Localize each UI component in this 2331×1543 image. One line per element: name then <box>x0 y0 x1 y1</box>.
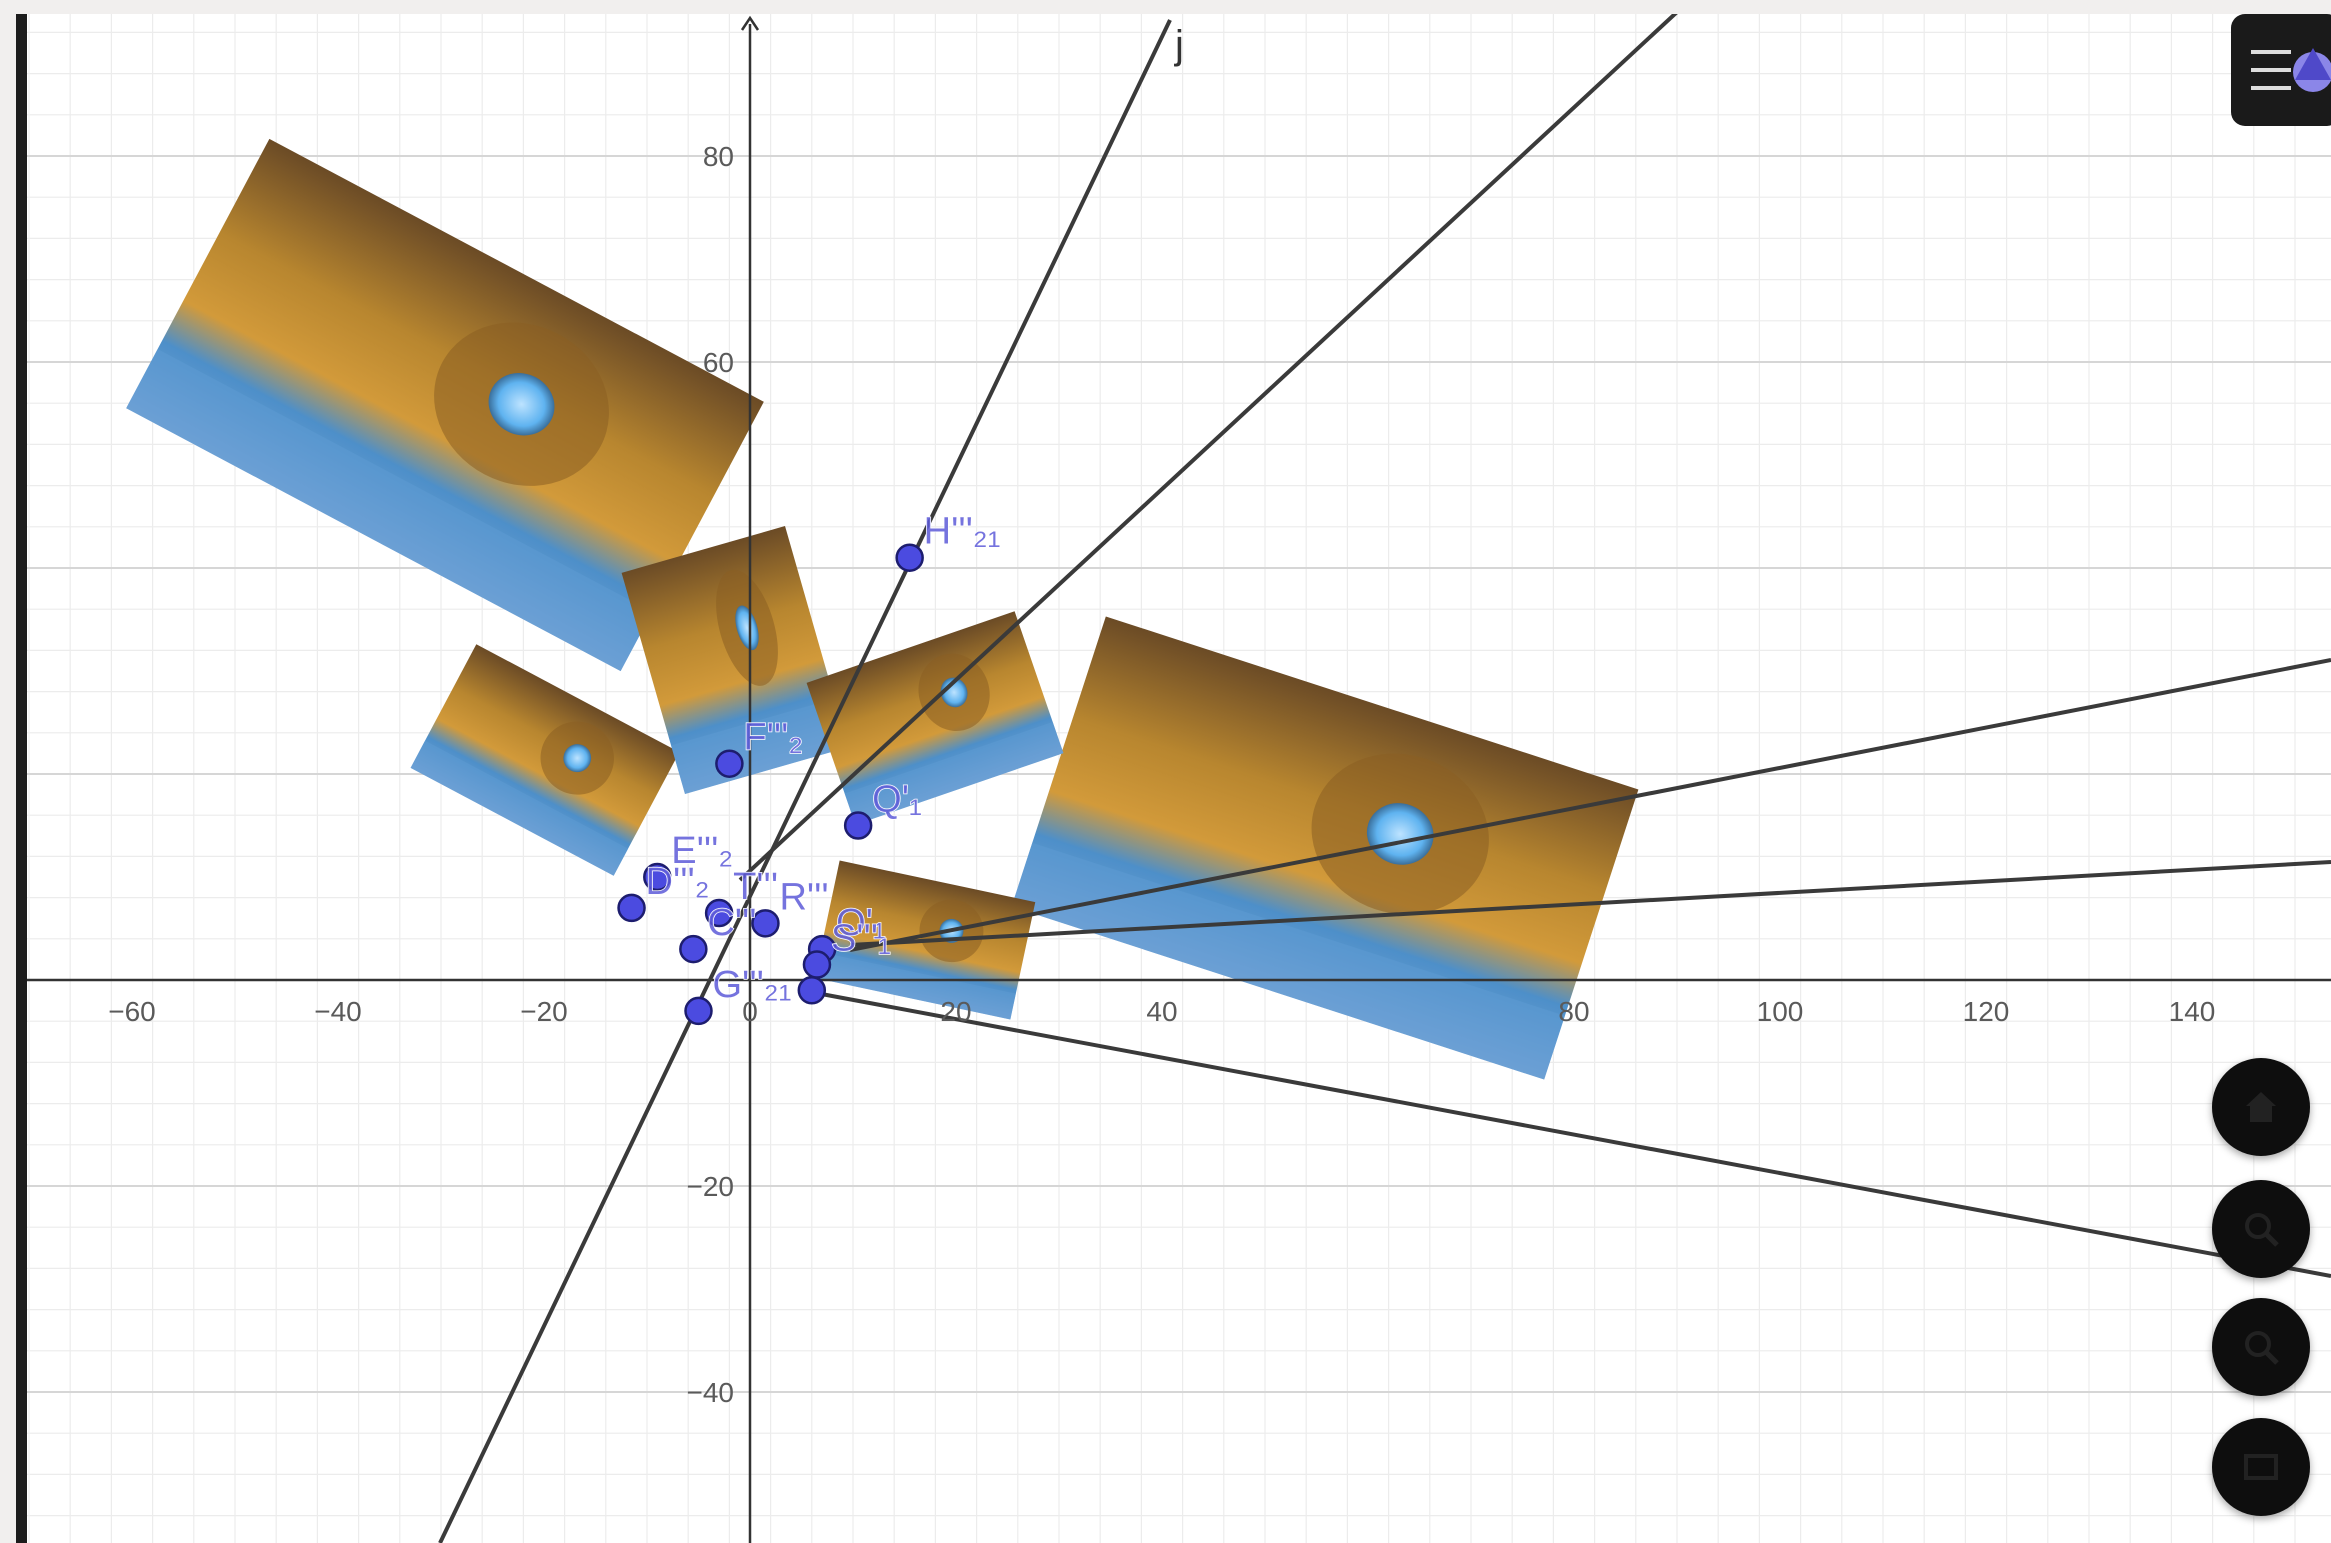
lines-group: j <box>438 14 2331 1543</box>
point-label: C''' <box>707 902 756 944</box>
point-label: H'''₂₁ <box>924 511 1001 553</box>
point-label: T''' <box>733 866 778 908</box>
x-tick-label: 40 <box>1146 996 1177 1027</box>
point-label: R''' <box>779 876 828 918</box>
zoom-out-icon <box>2245 1331 2279 1365</box>
point-T'''[interactable]: T''' <box>704 865 779 928</box>
point-label: G'''₂₁ <box>713 964 792 1006</box>
axes <box>18 15 2331 1543</box>
line-label-j: j <box>1174 23 1184 67</box>
point-E'''2[interactable]: E'''₂ <box>643 829 734 892</box>
point-D'''2[interactable]: D'''₂ <box>617 860 710 923</box>
zoom-out-button[interactable] <box>2212 1298 2310 1396</box>
y-tick-label: −20 <box>687 1171 735 1202</box>
home-icon <box>2246 1092 2276 1122</box>
points-group: H'''₂₁ F'''₂ Q'₁ E'''₂D'''₂ T''' R'''O'₁ C''' S… <box>617 510 1001 1026</box>
point-marker[interactable] <box>704 898 734 928</box>
point-H'''21[interactable]: H'''₂₁ <box>895 510 1001 572</box>
line-line-right-upper[interactable] <box>849 658 2331 952</box>
point-label: E'''₂ <box>671 830 733 872</box>
point-marker[interactable] <box>751 909 780 938</box>
y-axis-arrow <box>740 15 760 31</box>
coordinate-plane[interactable]: j −60 −40 −20 0 20 40 80 100 120 140 80 60 −20 −40 H'… <box>18 14 2331 1543</box>
x-tick-label: 80 <box>1558 996 1589 1027</box>
point-marker[interactable] <box>797 976 827 1005</box>
x-tick-label: 120 <box>1963 996 2010 1027</box>
x-tick-label: 100 <box>1757 996 1804 1027</box>
line-j[interactable] <box>438 19 1172 1543</box>
point-marker[interactable] <box>684 996 713 1026</box>
x-tick-label: −40 <box>314 996 362 1027</box>
point-C'''[interactable]: C''' <box>679 901 757 964</box>
photo-water <box>844 721 1064 825</box>
point-G'''21[interactable]: G'''₂₁ <box>684 963 792 1026</box>
point-O'1[interactable]: O'₁ <box>807 901 886 964</box>
photo-sky-hole <box>488 373 555 436</box>
x-tick-label: 140 <box>2169 996 2216 1027</box>
graphics-view[interactable]: j −60 −40 −20 0 20 40 80 100 120 140 80 60 −20 −40 H'… <box>18 14 2331 1543</box>
cave-photo <box>806 611 1064 825</box>
fullscreen-icon <box>2244 1454 2278 1480</box>
point-label: F'''₂ <box>743 717 803 759</box>
cave-photo <box>1011 616 1639 1080</box>
point-label: Q'₁ <box>872 779 922 821</box>
line-line-steep-2[interactable] <box>738 14 1690 882</box>
y-tick-label: 60 <box>703 347 734 378</box>
photo-sky-hole <box>735 605 759 651</box>
photo-water <box>126 348 653 672</box>
zoom-in-button[interactable] <box>2212 1180 2310 1278</box>
photo-sky-hole <box>563 744 592 773</box>
fullscreen-button[interactable] <box>2212 1418 2310 1516</box>
point-F'''2[interactable]: F'''₂ <box>715 716 804 778</box>
photo-water <box>671 698 849 794</box>
x-tick-label: 0 <box>742 996 758 1027</box>
point-label: O'₁ <box>836 902 886 944</box>
cave-photo <box>410 644 680 876</box>
photo-water <box>1011 842 1565 1080</box>
photo-sky-hole <box>940 677 968 708</box>
y-tick-label: 80 <box>703 141 734 172</box>
image-group <box>126 138 1639 1080</box>
point-marker[interactable] <box>843 811 873 840</box>
photo-water <box>410 740 629 876</box>
line-line-right-middle[interactable] <box>849 860 2331 947</box>
point-label: D'''₂ <box>646 861 710 903</box>
point-origin-point[interactable] <box>797 976 827 1005</box>
photo-water <box>814 952 1016 1020</box>
cave-photo <box>126 138 764 672</box>
cave-photo <box>621 526 849 794</box>
point-Q'1[interactable]: Q'₁ <box>843 778 923 840</box>
photo-sky-hole <box>1366 803 1434 865</box>
point-marker[interactable] <box>617 893 646 923</box>
x-tick-label: −20 <box>520 996 568 1027</box>
style-bar-toggle-icon <box>2251 48 2331 92</box>
home-button[interactable] <box>2212 1058 2310 1156</box>
point-marker[interactable] <box>802 950 832 979</box>
point-R'''[interactable]: R''' <box>751 876 829 938</box>
point-label: S'''₁ <box>831 918 891 960</box>
x-tick-label: −60 <box>108 996 156 1027</box>
style-bar-toggle-button[interactable] <box>2231 14 2331 126</box>
x-tick-label: 20 <box>940 996 971 1027</box>
point-marker[interactable] <box>895 543 924 572</box>
point-marker[interactable] <box>715 749 744 778</box>
left-panel-edge <box>16 14 27 1543</box>
y-tick-label: −40 <box>687 1377 735 1408</box>
point-marker[interactable] <box>643 862 672 892</box>
tick-labels: −60 −40 −20 0 20 40 80 100 120 140 80 60 −20 −40 <box>108 141 2215 1408</box>
zoom-in-icon <box>2245 1213 2279 1247</box>
line-line-right-lower[interactable] <box>799 988 2331 1278</box>
point-marker[interactable] <box>679 934 708 964</box>
